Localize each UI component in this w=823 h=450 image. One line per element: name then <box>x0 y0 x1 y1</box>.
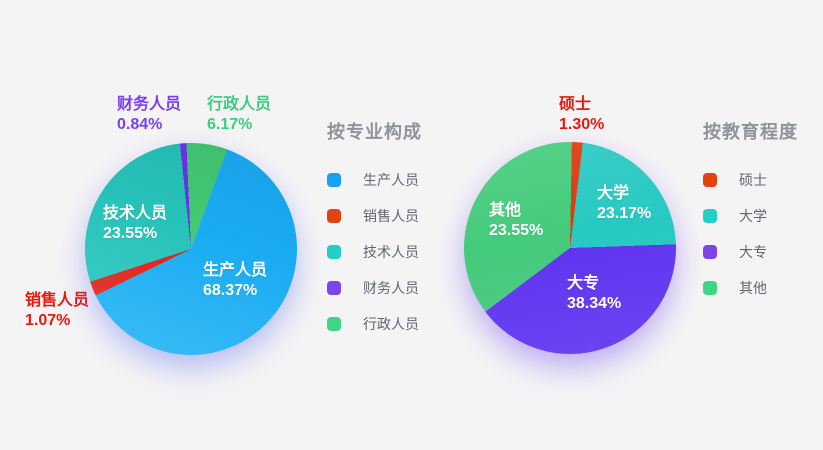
legend-label-admin: 行政人员 <box>363 316 419 332</box>
pie-label-production-percent: 68.37% <box>203 282 258 299</box>
pie-label-production: 生产人员 68.37% <box>203 261 267 301</box>
profession-pie[interactable] <box>85 143 297 355</box>
pie-label-university-name: 大学 <box>597 185 630 202</box>
legend-label-finance: 财务人员 <box>363 280 419 296</box>
pie-label-college-percent: 38.34% <box>567 295 622 312</box>
pie-label-college-name: 大专 <box>567 275 600 292</box>
legend-label-college: 大专 <box>739 244 767 260</box>
pie-label-technical-name: 技术人员 <box>103 205 168 222</box>
callout-master-label: 硕士 <box>559 96 592 113</box>
pie-label-university-percent: 23.17% <box>597 205 652 222</box>
legend-swatch-university <box>703 209 717 223</box>
legend-swatch-production <box>327 173 341 187</box>
callout-admin-staff: 行政人员 6.17% <box>207 95 271 135</box>
legend-label-other: 其他 <box>739 280 767 296</box>
legend-item-master[interactable]: 硕士 <box>703 170 798 190</box>
education-legend: 按教育程度 硕士 大学 大专 其他 <box>703 122 798 314</box>
legend-swatch-master <box>703 173 717 187</box>
legend-item-finance-staff[interactable]: 财务人员 <box>327 278 422 298</box>
callout-master-percent: 1.30% <box>559 116 605 133</box>
pie-label-technical: 技术人员 23.55% <box>103 204 167 244</box>
pie-label-university: 大学 23.17% <box>597 184 651 224</box>
callout-admin-percent: 6.17% <box>207 116 253 133</box>
legend-item-admin-staff[interactable]: 行政人员 <box>327 314 422 334</box>
legend-item-other[interactable]: 其他 <box>703 278 798 298</box>
pie-label-production-name: 生产人员 <box>203 262 268 279</box>
legend-item-sales-staff[interactable]: 销售人员 <box>327 206 422 226</box>
pie-label-other: 其他 23.55% <box>489 201 543 241</box>
legend-swatch-finance <box>327 281 341 295</box>
callout-finance-label: 财务人员 <box>117 96 182 113</box>
callout-sales-staff: 销售人员 1.07% <box>25 291 89 331</box>
legend-swatch-technical <box>327 245 341 259</box>
callout-sales-percent: 1.07% <box>25 312 71 329</box>
callout-sales-label: 销售人员 <box>25 292 90 309</box>
legend-item-technical-staff[interactable]: 技术人员 <box>327 242 422 262</box>
callout-admin-label: 行政人员 <box>207 96 272 113</box>
legend-swatch-sales <box>327 209 341 223</box>
education-pie[interactable] <box>464 142 676 354</box>
legend-swatch-admin <box>327 317 341 331</box>
callout-master: 硕士 1.30% <box>559 95 604 135</box>
pie-label-other-name: 其他 <box>489 202 522 219</box>
legend-label-production: 生产人员 <box>363 172 419 188</box>
legend-label-university: 大学 <box>739 208 767 224</box>
legend-label-master: 硕士 <box>739 172 767 188</box>
pie-label-technical-percent: 23.55% <box>103 225 158 242</box>
profession-legend: 按专业构成 生产人员 销售人员 技术人员 财务人员 行政人员 <box>327 122 422 350</box>
legend-item-university[interactable]: 大学 <box>703 206 798 226</box>
legend-label-technical: 技术人员 <box>363 244 419 260</box>
legend-label-sales: 销售人员 <box>363 208 419 224</box>
pie-label-other-percent: 23.55% <box>489 222 544 239</box>
legend-item-college[interactable]: 大专 <box>703 242 798 262</box>
legend-swatch-other <box>703 281 717 295</box>
pie-label-college: 大专 38.34% <box>567 274 621 314</box>
legend-item-production-staff[interactable]: 生产人员 <box>327 170 422 190</box>
profession-legend-title: 按专业构成 <box>327 122 422 142</box>
education-legend-title: 按教育程度 <box>703 122 798 142</box>
callout-finance-staff: 财务人员 0.84% <box>117 95 181 135</box>
legend-swatch-college <box>703 245 717 259</box>
callout-finance-percent: 0.84% <box>117 116 163 133</box>
